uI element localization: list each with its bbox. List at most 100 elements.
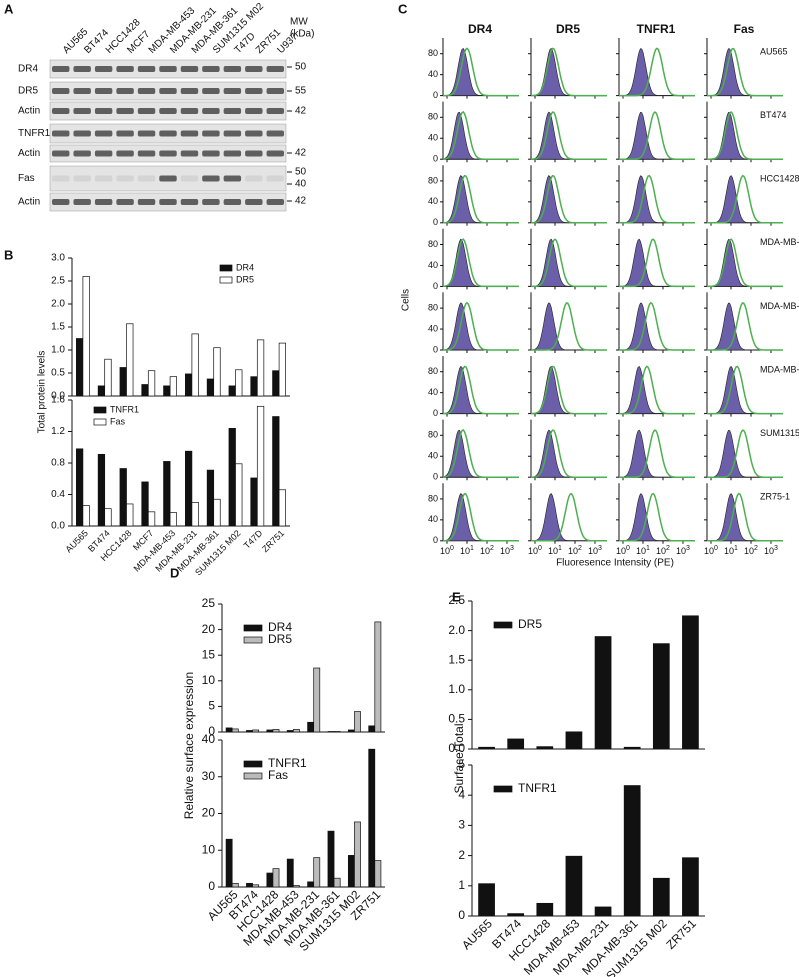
isotype-histogram: [442, 238, 520, 287]
tick-base: 10: [704, 546, 714, 556]
y-tick-label: 0: [433, 344, 438, 354]
bar: [250, 376, 258, 397]
bar: [313, 857, 321, 888]
y-axis-label: Relative surface expression: [182, 672, 196, 819]
band: [245, 130, 263, 137]
y-tick-label: 1.0: [51, 345, 65, 356]
y-tick-label: 80: [428, 112, 438, 122]
band: [266, 108, 284, 114]
flow-xlabel: Fluoresence Intensity (PE): [556, 558, 674, 569]
blot-row-label: Actin: [18, 106, 40, 117]
band: [116, 88, 134, 94]
tick-base: 10: [764, 546, 774, 556]
tick-base: 10: [744, 546, 754, 556]
tick-base: 10: [724, 546, 734, 556]
legend-label: Fas: [110, 416, 126, 426]
x-tick-label: 103: [500, 545, 514, 557]
y-tick-label: 1.2: [51, 426, 65, 437]
bar: [354, 711, 361, 733]
tick-exponent: 3: [774, 545, 778, 552]
band: [202, 88, 220, 94]
legend-label: TNFR1: [268, 756, 307, 770]
band: [73, 130, 91, 137]
legend-label: TNFR1: [518, 781, 557, 795]
y-tick-label: 0: [433, 408, 438, 418]
stained-histogram: [442, 174, 519, 224]
flow-row-label: MDA-MB-453: [760, 237, 799, 247]
legend-swatch: [243, 624, 263, 632]
bar: [228, 385, 236, 397]
flow-row-label: MDA-MB-231: [760, 301, 799, 311]
bar: [652, 643, 670, 750]
bar: [235, 463, 243, 527]
bar: [266, 729, 274, 733]
y-tick-label: 2: [458, 848, 465, 862]
band: [137, 199, 156, 205]
stained-histogram: [530, 365, 607, 415]
bar: [141, 481, 149, 527]
bar: [347, 855, 355, 888]
bar: [354, 821, 361, 888]
tick-base: 10: [616, 546, 626, 556]
blot-row-label: Fas: [18, 173, 35, 184]
bar: [228, 428, 236, 527]
bar: [682, 615, 699, 750]
isotype-histogram: [442, 302, 520, 351]
bar: [272, 416, 280, 527]
flow-ylabel: Cells: [401, 289, 412, 311]
y-tick-label: 0: [433, 90, 438, 100]
isotype-histogram: [530, 302, 608, 351]
band: [137, 66, 156, 72]
bar: [327, 731, 335, 733]
tick-exponent: 0: [450, 545, 454, 552]
tick-exponent: 1: [734, 545, 738, 552]
band: [73, 66, 91, 72]
bar: [225, 838, 233, 888]
panel-label: A: [4, 1, 14, 16]
isotype-histogram: [442, 429, 520, 478]
band: [52, 108, 70, 114]
band: [137, 150, 156, 157]
band: [223, 199, 242, 205]
band: [116, 108, 134, 114]
bar: [250, 477, 258, 527]
flow-row-label: HCC1428: [760, 174, 799, 184]
stained-histogram: [443, 47, 519, 97]
bar: [374, 860, 382, 888]
y-tick-label: 2.5: [51, 276, 65, 287]
band: [266, 130, 284, 137]
bar: [307, 721, 315, 733]
flow-row-label: BT474: [760, 110, 787, 120]
bar: [256, 405, 265, 527]
y-tick-label: 80: [428, 493, 438, 503]
band: [180, 150, 199, 157]
flow-column-header: DR4: [468, 22, 492, 36]
y-tick-label: 2.0: [448, 623, 465, 637]
legend-swatch: [493, 785, 513, 793]
legend-swatch: [243, 772, 263, 780]
stained-histogram: [707, 365, 783, 415]
band: [266, 175, 284, 182]
y-tick-label: 40: [428, 196, 438, 206]
band: [159, 108, 177, 114]
band: [202, 150, 220, 157]
bar: [252, 729, 260, 733]
band: [245, 66, 263, 72]
band: [94, 108, 113, 114]
flow-row-label: ZR75-1: [760, 492, 790, 502]
bar: [682, 857, 699, 917]
mw-label: 50: [295, 167, 307, 178]
band: [180, 199, 199, 205]
bar: [82, 276, 90, 397]
tick-base: 10: [588, 546, 598, 556]
legend-swatch: [493, 621, 513, 629]
bar: [246, 882, 253, 888]
band: [202, 108, 220, 114]
y-tick-label: 1.5: [51, 322, 65, 333]
x-tick-label: 102: [568, 545, 582, 557]
stained-histogram: [707, 174, 783, 224]
tick-base: 10: [480, 546, 490, 556]
bar: [97, 385, 106, 397]
stained-histogram: [530, 174, 607, 224]
